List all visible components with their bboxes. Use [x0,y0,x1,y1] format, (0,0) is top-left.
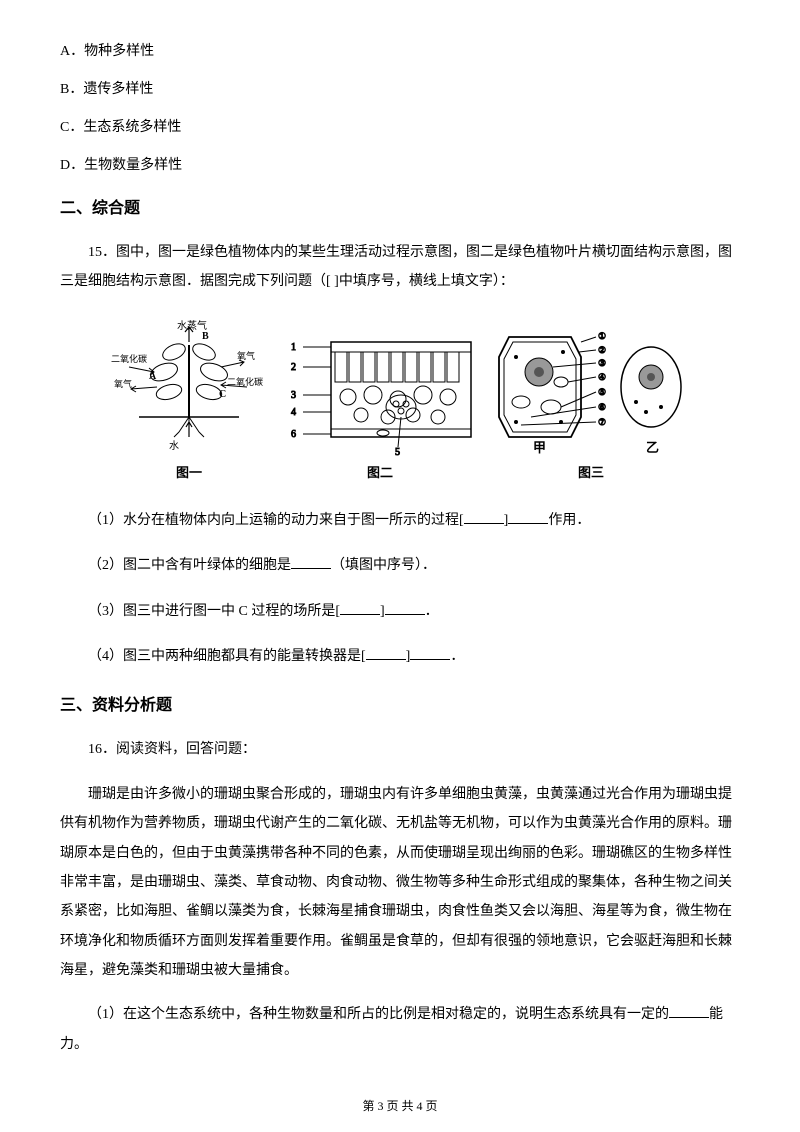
q15-intro: 15．图中，图一是绿色植物体内的某些生理活动过程示意图，图二是绿色植物叶片横切面… [60,238,740,297]
fig3-right-label: 乙 [646,440,659,455]
q16-intro: 16．阅读资料，回答问题： [60,735,740,764]
svg-text:③: ③ [598,358,606,368]
svg-text:4: 4 [291,407,296,418]
section-2-heading: 二、综合题 [60,194,740,218]
blank[interactable] [366,646,406,660]
q16-sub1: （1）在这个生态系统中，各种生物数量和所占的比例是相对稳定的，说明生态系统具有一… [60,1000,740,1059]
svg-text:3: 3 [291,390,296,401]
q15-sub2: （2）图二中含有叶绿体的细胞是 （填图中序号）． [60,551,740,580]
fig1-water-label: 水 [169,440,179,452]
svg-text:⑥: ⑥ [598,402,606,412]
q15-sub3-post: ． [425,604,439,619]
blank[interactable] [669,1004,709,1018]
fig1-o2-left: 氧气 [114,378,132,389]
option-c: C．生态系统多样性 [60,116,740,136]
q16-sub1-pre: （1）在这个生态系统中，各种生物数量和所占的比例是相对稳定的，说明生态系统具有一… [88,1007,669,1022]
q15-sub1-post: 作用． [548,513,590,528]
q15-sub2-post: （填图中序号）． [331,558,436,573]
figure-1: 水蒸气 B 二氧化碳 氧气 A 氧气 二氧化碳 C [109,317,269,481]
svg-text:1: 1 [291,342,296,353]
svg-text:2: 2 [291,362,296,373]
option-a: A．物种多样性 [60,40,740,60]
figure-2-label: 图二 [283,462,478,481]
q15-sub1-pre: （1）水分在植物体内向上运输的动力来自于图一所示的过程[ [88,513,464,528]
q15-sub4-post: ． [450,649,464,664]
fig1-o2-right: 氧气 [237,350,255,361]
svg-text:②: ② [598,345,606,355]
figure-3: ① ② ③ ④ ⑤ ⑥ ⑦ 甲 乙 图三 [491,317,691,481]
figure-3-label: 图三 [491,462,691,481]
page-footer: 第 3 页 共 4 页 [0,1097,800,1114]
figure-2: 1 2 3 4 6 5 图二 [283,317,478,481]
option-d: D．生物数量多样性 [60,154,740,174]
fig1-b-label: B [202,331,209,342]
blank[interactable] [385,601,425,615]
q16-paragraph: 珊瑚是由许多微小的珊瑚虫聚合形成的，珊瑚虫内有许多单细胞虫黄藻，虫黄藻通过光合作… [60,780,740,986]
svg-text:6: 6 [291,429,296,440]
section-3-heading: 三、资料分析题 [60,691,740,715]
fig1-c-label: C [219,389,226,400]
q15-sub3-pre: （3）图三中进行图一中 C 过程的场所是[ [88,604,340,619]
blank[interactable] [508,510,548,524]
blank[interactable] [340,601,380,615]
svg-text:④: ④ [598,372,606,382]
figures-row: 水蒸气 B 二氧化碳 氧气 A 氧气 二氧化碳 C [60,317,740,481]
q15-sub4: （4）图三中两种细胞都具有的能量转换器是[]． [60,642,740,671]
option-b: B．遗传多样性 [60,78,740,98]
svg-text:⑦: ⑦ [598,417,606,427]
q15-sub4-pre: （4）图三中两种细胞都具有的能量转换器是[ [88,649,366,664]
svg-text:①: ① [598,331,606,341]
fig1-co2-right: 二氧化碳 [227,376,263,387]
q15-sub3: （3）图三中进行图一中 C 过程的场所是[]． [60,597,740,626]
blank[interactable] [291,555,331,569]
figure-1-label: 图一 [109,462,269,481]
q15-sub2-pre: （2）图二中含有叶绿体的细胞是 [88,558,291,573]
fig3-left-label: 甲 [533,440,546,455]
q15-sub1: （1）水分在植物体内向上运输的动力来自于图一所示的过程[]作用． [60,506,740,535]
blank[interactable] [410,646,450,660]
fig1-a-label: A [149,371,157,382]
fig1-co2-left: 二氧化碳 [111,353,147,364]
figure-2-svg: 1 2 3 4 6 5 [283,317,478,457]
blank[interactable] [464,510,504,524]
figure-1-svg: 水蒸气 B 二氧化碳 氧气 A 氧气 二氧化碳 C [109,317,269,457]
figure-3-svg: ① ② ③ ④ ⑤ ⑥ ⑦ 甲 乙 [491,317,691,457]
svg-text:5: 5 [395,447,400,457]
svg-text:⑤: ⑤ [598,387,606,397]
